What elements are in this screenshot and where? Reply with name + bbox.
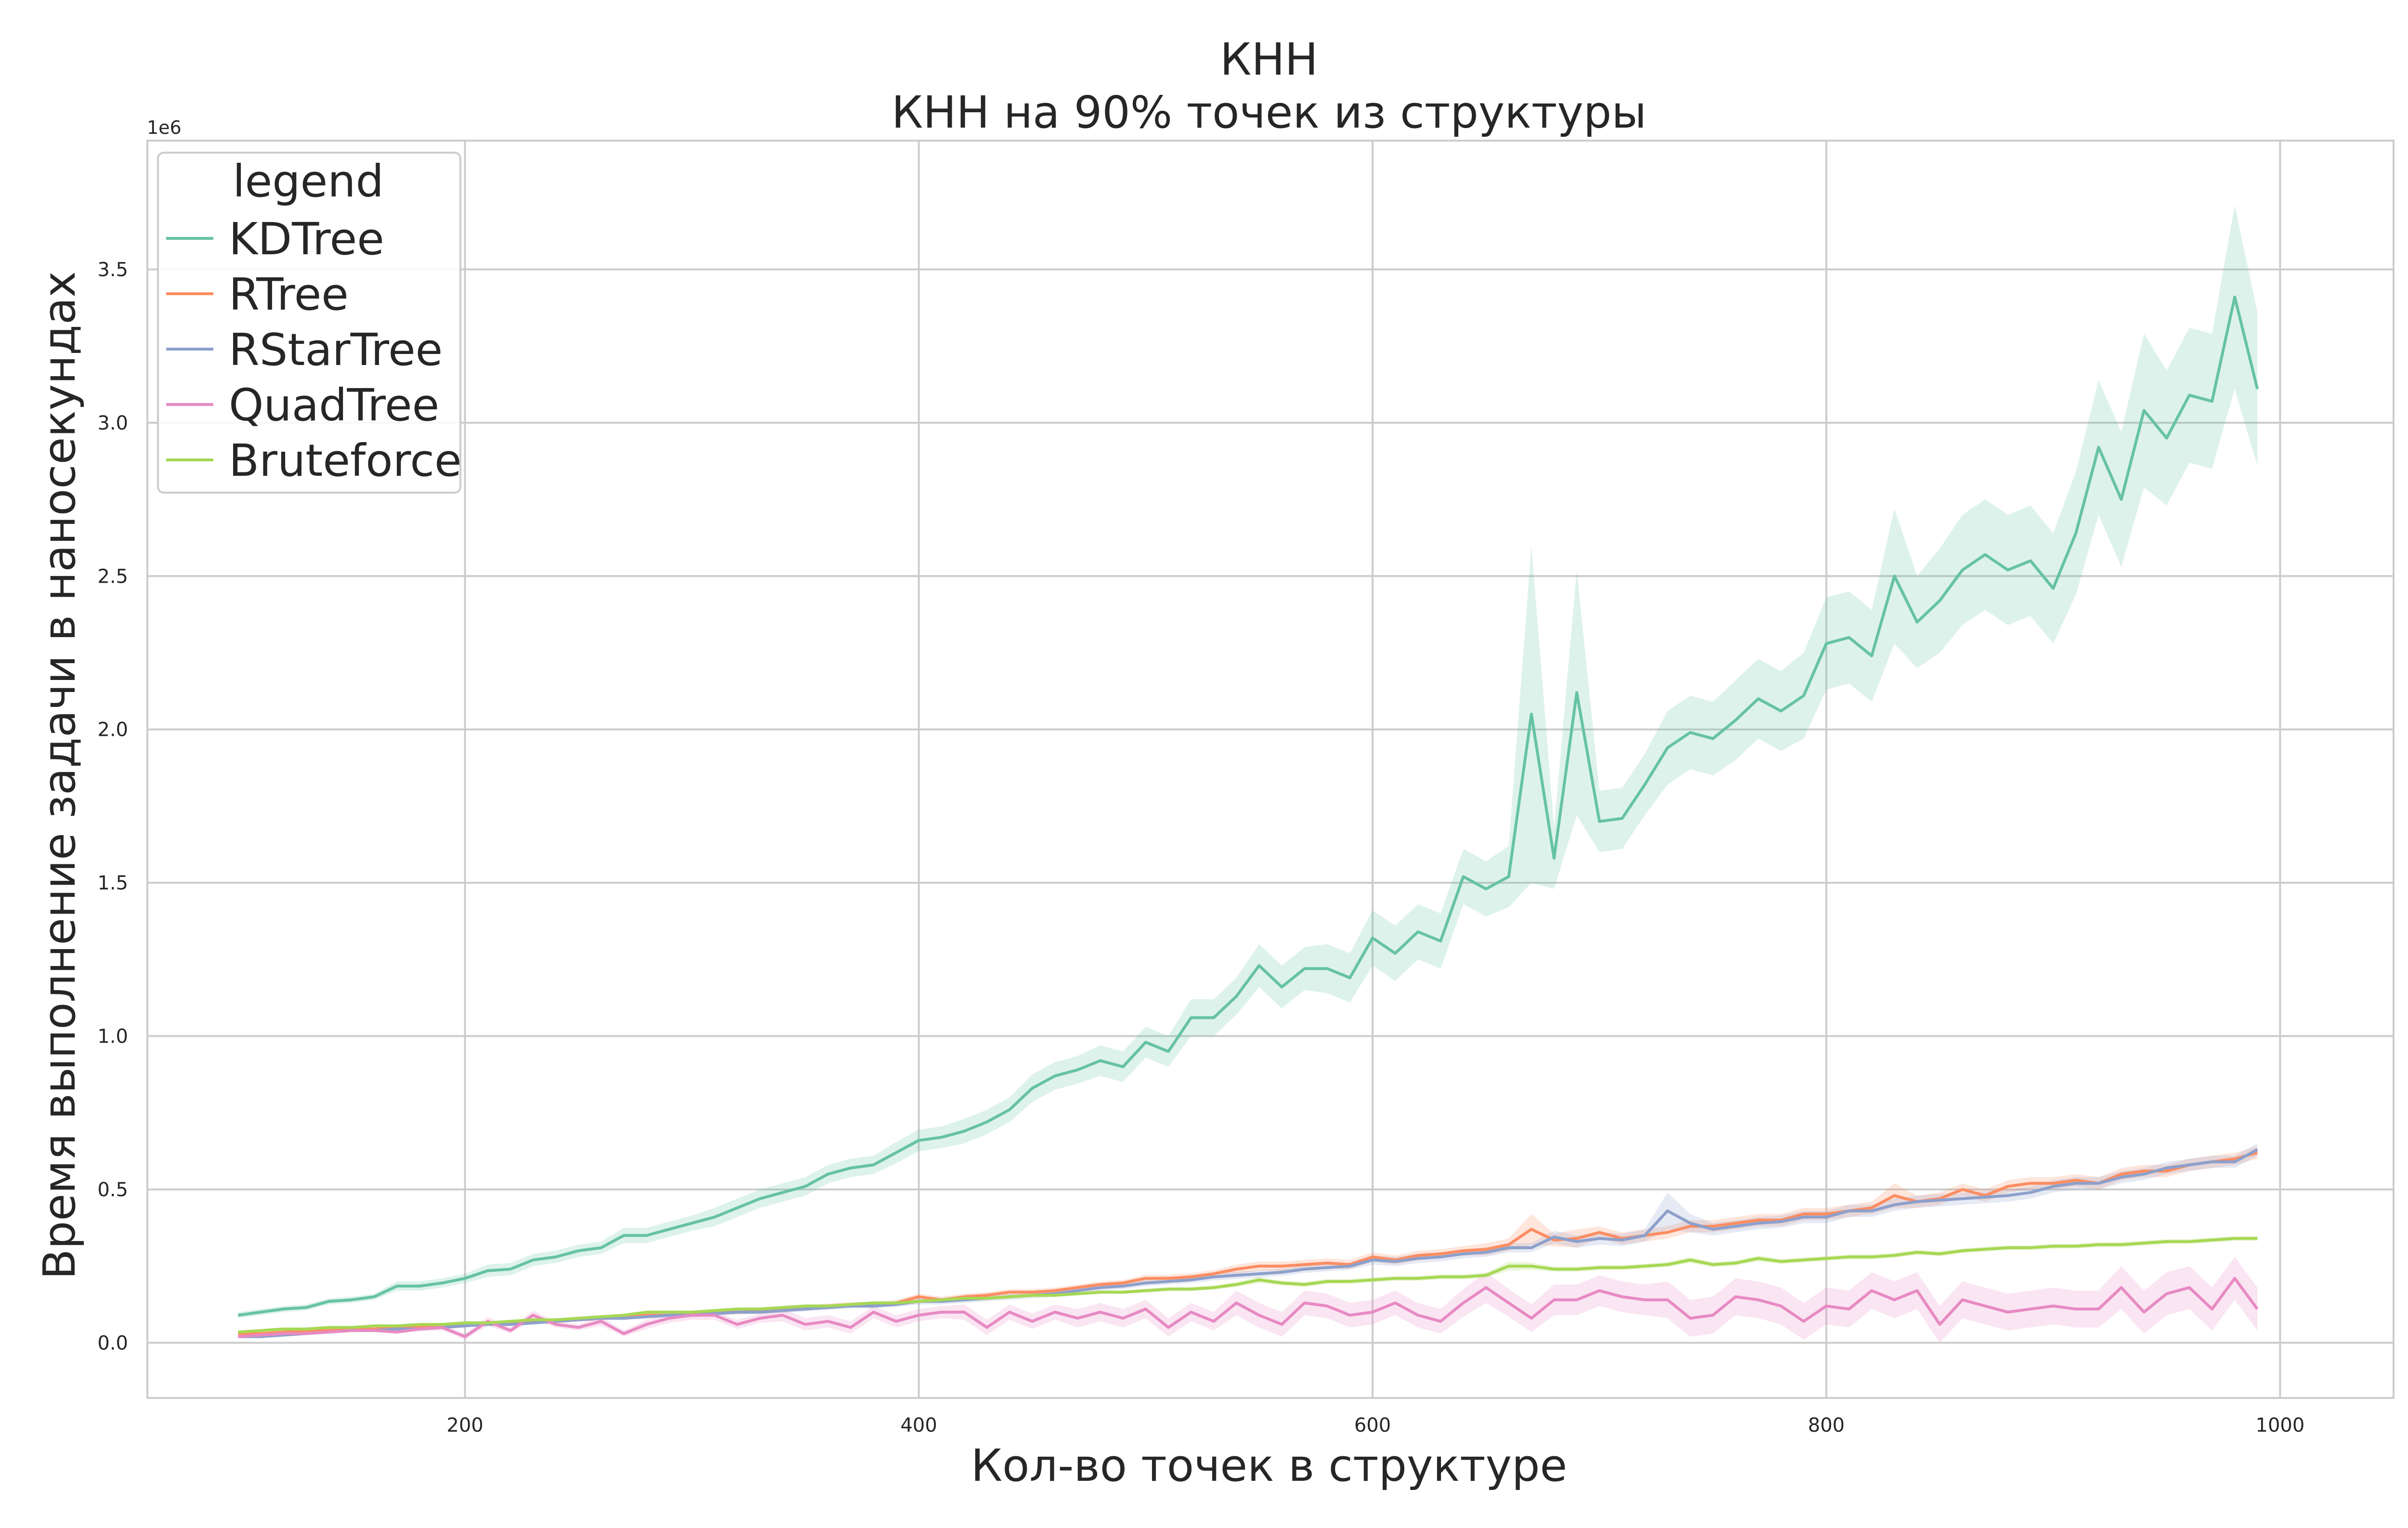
band-quadtree — [238, 1257, 2258, 1343]
y-tick-label: 3.5 — [97, 259, 128, 281]
x-tick-label: 400 — [901, 1414, 937, 1437]
legend-box — [157, 152, 461, 494]
x-tick-label: 600 — [1354, 1414, 1391, 1437]
series-line-bruteforce — [238, 1237, 2258, 1334]
y-tick-label: 3.0 — [97, 412, 128, 434]
x-tick-label: 200 — [446, 1414, 483, 1437]
series-line-rstartree — [238, 1148, 2258, 1338]
x-tick-label: 1000 — [2256, 1414, 2305, 1437]
y-offset-label: 1e6 — [147, 117, 182, 138]
series-line-kdtree — [237, 295, 2259, 1317]
y-axis-label: Время выполнение задачи в наносекундах — [34, 271, 85, 1280]
y-tick-label: 0.0 — [97, 1332, 128, 1354]
legend-label-rtree: RTree — [229, 269, 349, 320]
y-tick-label: 0.5 — [97, 1179, 128, 1201]
y-tick-label: 2.0 — [97, 719, 128, 741]
series-line-quadtree — [238, 1277, 2259, 1338]
legend-label-rstartree: RStarTree — [229, 324, 443, 376]
grid — [147, 141, 2394, 1398]
chart-subtitle: КНН на 90% точек из структуры — [891, 87, 1647, 138]
plot-frame — [146, 140, 2395, 1399]
legend-label-quadtree: QuadTree — [229, 379, 439, 431]
y-axis-ticks: 0.0 0.5 1.0 1.5 2.0 2.5 3.0 3.5 — [97, 259, 128, 1354]
y-tick-label: 1.0 — [97, 1026, 128, 1048]
legend-label-kdtree: KDTree — [229, 213, 384, 265]
x-axis-ticks: 200 400 600 800 1000 — [446, 1414, 2304, 1437]
chart-title: КНН — [1220, 34, 1318, 85]
x-axis-label: Кол-во точек в структуре — [971, 1440, 1567, 1491]
legend: legend KDTreeRTreeRStarTreeQuadTreeBrute… — [157, 152, 462, 494]
x-tick-label: 800 — [1808, 1414, 1845, 1437]
series-lines — [237, 295, 2259, 1338]
legend-title: legend — [233, 156, 384, 207]
legend-label-bruteforce: Bruteforce — [229, 435, 462, 486]
y-tick-label: 1.5 — [97, 872, 128, 894]
y-tick-label: 2.5 — [97, 565, 128, 588]
